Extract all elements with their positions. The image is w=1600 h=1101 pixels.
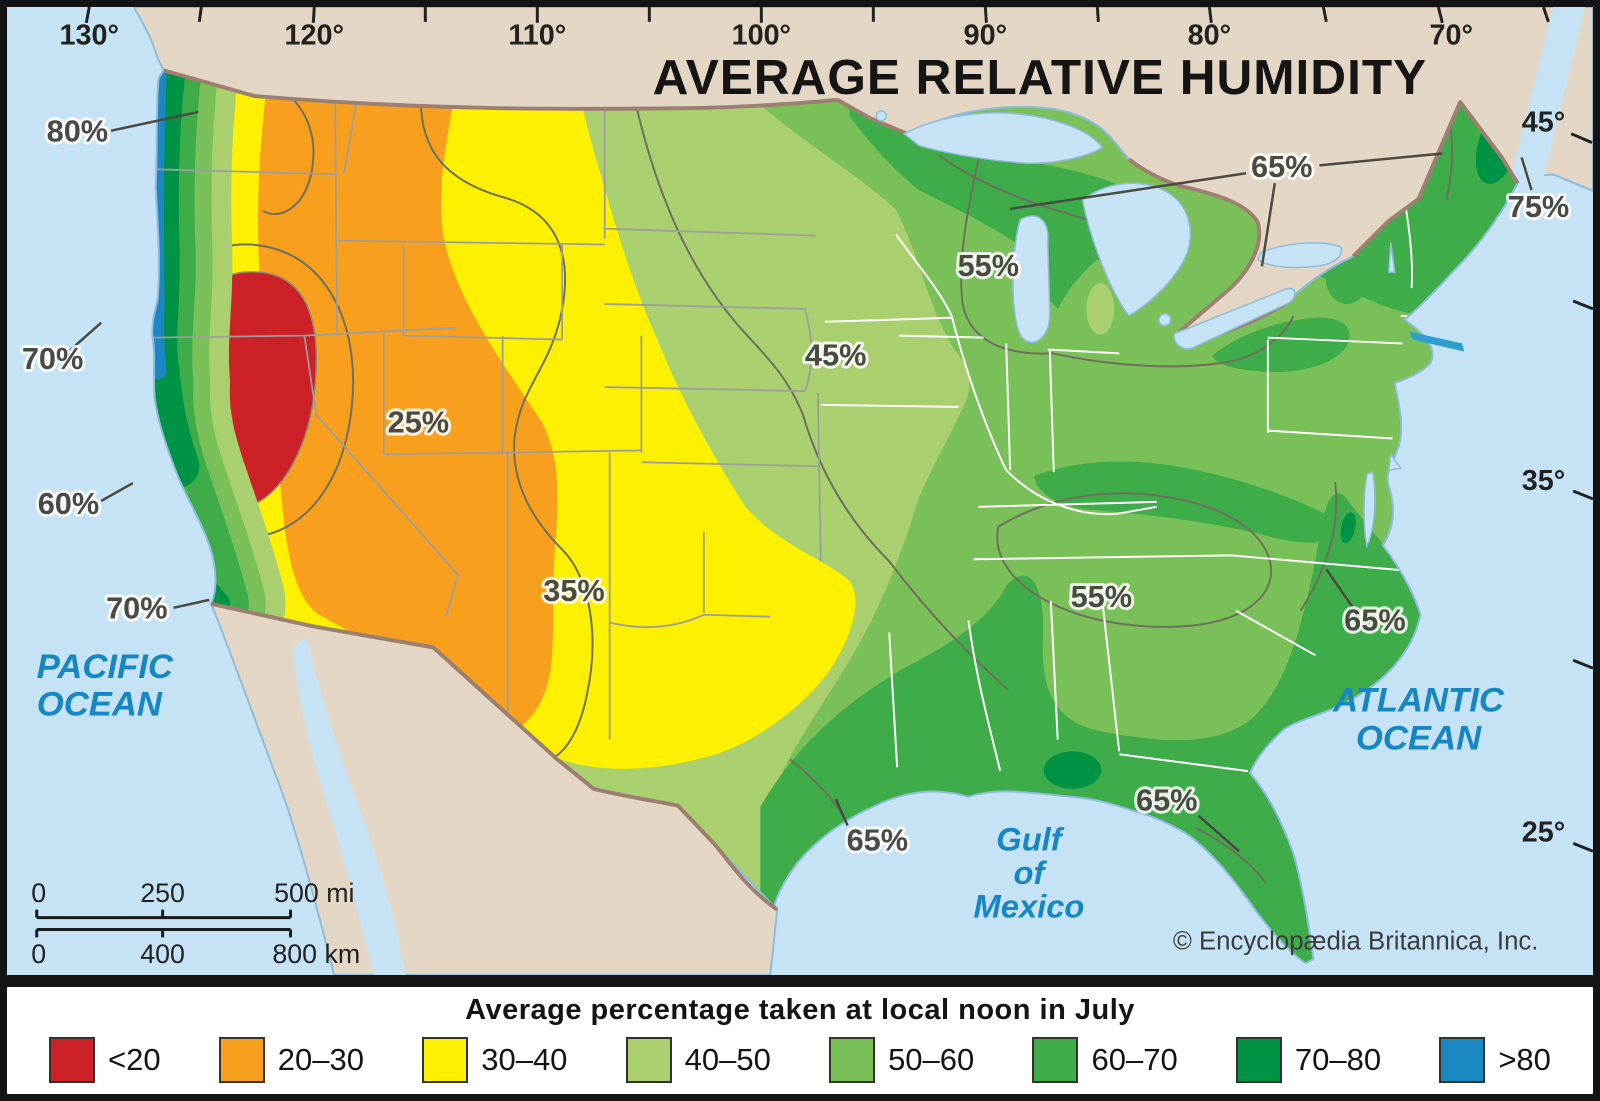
longitude-label: 120° (285, 20, 344, 52)
legend-item-r70_80: 70–80 (1235, 1037, 1382, 1083)
scale-mi-0: 0 (31, 878, 46, 908)
thin-contours (419, 72, 1454, 884)
gulf-label-2: of (1014, 854, 1048, 891)
legend-item-r50_60: 50–60 (829, 1037, 974, 1083)
humidity-map: AVERAGE RELATIVE HUMIDITY 130° 120° 110°… (7, 7, 1593, 975)
copyright-notice: © Encyclopædia Britannica, Inc. (1173, 927, 1539, 955)
legend-label-r50_60: 50–60 (888, 1042, 975, 1077)
latitude-axis: 45° 35° 25° (1522, 107, 1593, 853)
scale-km-end: 800 km (272, 939, 360, 969)
legend-item-r60_70: 60–70 (1032, 1037, 1178, 1083)
legend-label-r40_50: 40–50 (684, 1042, 771, 1077)
legend-swatch-lt20 (49, 1037, 95, 1083)
bay-of-fundy (1509, 7, 1586, 203)
contour-label-55n: 55% (958, 248, 1019, 283)
chesapeake-bay (1363, 471, 1376, 550)
legend-item-r20_30: 20–30 (218, 1037, 365, 1083)
contour-label-65ne: 65% (1251, 149, 1312, 184)
contour-label-45: 45% (805, 337, 866, 372)
contour-label-60: 60% (38, 486, 99, 521)
lake-of-the-woods (875, 110, 887, 122)
map-canvas: AVERAGE RELATIVE HUMIDITY 130° 120° 110°… (7, 7, 1593, 975)
longitude-label: 100° (732, 20, 791, 52)
map-title: AVERAGE RELATIVE HUMIDITY (653, 50, 1428, 105)
legend-swatch-r40_50 (625, 1037, 672, 1083)
legend-swatch-gt80 (1439, 1037, 1486, 1083)
pocket-70-80-mobile (1043, 751, 1102, 789)
legend-item-gt80: >80 (1439, 1037, 1551, 1083)
legend-label-r20_30: 20–30 (277, 1042, 365, 1077)
contour-label-70nw: 70% (22, 341, 83, 376)
longitude-label: 70° (1430, 20, 1473, 52)
legend-item-r30_40: 30–40 (422, 1037, 567, 1083)
longitude-axis: 130° 120° 110° 100° 90° 80° 70° (60, 7, 1550, 52)
gulf-label-3: Mexico (974, 888, 1085, 925)
legend-swatch-r70_80 (1235, 1037, 1282, 1083)
scale-bar: 0 250 500 mi 0 400 800 km (31, 878, 360, 969)
atlantic-label-2: OCEAN (1356, 719, 1482, 757)
contour-label-55s: 55% (1071, 579, 1132, 614)
pocket-70-80-chesapeake (1340, 512, 1356, 544)
longitude-label: 80° (1188, 20, 1231, 52)
contour-label-70sw: 70% (106, 591, 167, 626)
longitude-label: 130° (60, 20, 119, 52)
legend-title: Average percentage taken at local noon i… (465, 994, 1135, 1026)
contour-label-80: 80% (47, 114, 108, 149)
scale-mi-mid: 250 (140, 878, 185, 908)
latitude-label: 25° (1522, 816, 1565, 848)
long-island (1409, 331, 1465, 352)
legend-swatch-r50_60 (829, 1037, 876, 1083)
contour-label-35: 35% (543, 573, 604, 608)
gulf-label-1: Gulf (996, 820, 1064, 857)
map-legend: Average percentage taken at local noon i… (7, 981, 1593, 1094)
scale-km-0: 0 (31, 939, 46, 969)
legend-swatch-r30_40 (422, 1037, 469, 1083)
scale-mi-end: 500 mi (274, 878, 354, 908)
contour-label-65tx: 65% (847, 822, 908, 857)
great-lakes (875, 110, 1402, 550)
longitude-label: 90° (964, 20, 1007, 52)
lake-st-clair (1158, 313, 1172, 327)
water-labels: PACIFIC OCEAN ATLANTIC OCEAN Gulf of Mex… (37, 648, 1505, 924)
contour-label-25: 25% (388, 405, 449, 440)
latitude-label: 45° (1522, 107, 1565, 139)
contour-label-65atl: 65% (1344, 603, 1405, 638)
contour-25-wa (262, 83, 315, 216)
gulf-of-california (292, 636, 406, 975)
longitude-label: 110° (508, 20, 566, 52)
legend-swatch-r20_30 (218, 1037, 265, 1083)
legend-items: <20 20–30 30–40 40–50 50–60 60–70 70–80 >80 (7, 1027, 1593, 1083)
latitude-label: 35° (1522, 465, 1565, 497)
lake-superior (902, 112, 1104, 165)
contour-label-65fl: 65% (1136, 783, 1197, 818)
pacific-label-2: OCEAN (37, 686, 163, 724)
band-20-30 (258, 70, 558, 726)
legend-item-lt20: <20 (49, 1037, 161, 1083)
legend-label-gt80: >80 (1498, 1042, 1551, 1077)
delaware-bay (1387, 452, 1402, 472)
band-60-70-erie (1212, 317, 1350, 373)
state-lines-west (152, 70, 822, 740)
atlantic-label-1: ATLANTIC (1332, 682, 1505, 720)
legend-label-r70_80: 70–80 (1294, 1042, 1382, 1077)
legend-item-r40_50: 40–50 (625, 1037, 771, 1083)
patch-lower-michigan (1086, 283, 1115, 335)
lake-champlain (1388, 242, 1396, 274)
lake-ontario (1257, 242, 1343, 269)
lake-michigan (1012, 215, 1051, 344)
contour-leaders (65, 110, 1533, 853)
legend-swatch-r60_70 (1032, 1037, 1079, 1083)
lake-erie (1173, 287, 1296, 350)
legend-label-r30_40: 30–40 (481, 1042, 568, 1077)
lake-huron (1081, 182, 1192, 317)
contour-labels: 80% 70% 60% 70% 25% 35% 45% 55% 55% 65% … (19, 111, 1572, 861)
contour-label-75: 75% (1508, 189, 1569, 224)
pacific-label-1: PACIFIC (37, 648, 174, 686)
legend-label-lt20: <20 (108, 1042, 161, 1077)
legend-label-r60_70: 60–70 (1091, 1042, 1178, 1077)
scale-km-mid: 400 (140, 939, 185, 969)
